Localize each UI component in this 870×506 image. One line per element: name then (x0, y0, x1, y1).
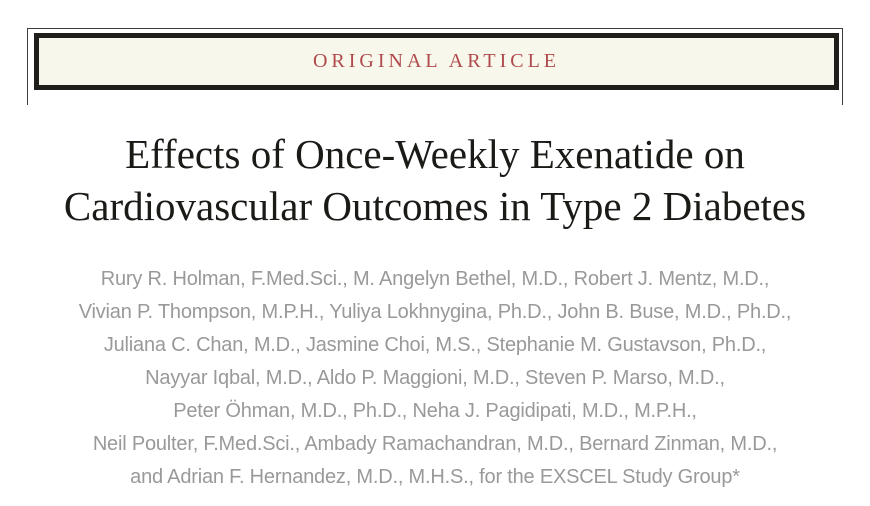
author-line: Juliana C. Chan, M.D., Jasmine Choi, M.S… (103, 334, 767, 356)
title-line-2: Cardiovascular Outcomes in Type 2 Diabet… (63, 183, 807, 229)
article-title: Effects of Once-Weekly Exenatide on Card… (0, 128, 870, 232)
author-line: Rury R. Holman, F.Med.Sci., M. Angelyn B… (100, 268, 770, 290)
author-line: Peter Öhman, M.D., Ph.D., Neha J. Pagidi… (173, 400, 697, 422)
author-line: Nayyar Iqbal, M.D., Aldo P. Maggioni, M.… (145, 367, 725, 389)
author-line: Neil Poulter, F.Med.Sci., Ambady Ramacha… (92, 433, 778, 455)
author-line: and Adrian F. Hernandez, M.D., M.H.S., f… (130, 466, 740, 488)
journal-frame-rule (27, 28, 843, 105)
title-line-1: Effects of Once-Weekly Exenatide on (125, 131, 745, 177)
banner-label: ORIGINAL ARTICLE (312, 50, 561, 72)
author-list: Rury R. Holman, F.Med.Sci., M. Angelyn B… (0, 263, 870, 494)
author-line: Vivian P. Thompson, M.P.H., Yuliya Lokhn… (78, 301, 792, 323)
original-article-banner: ORIGINAL ARTICLE (34, 33, 839, 90)
